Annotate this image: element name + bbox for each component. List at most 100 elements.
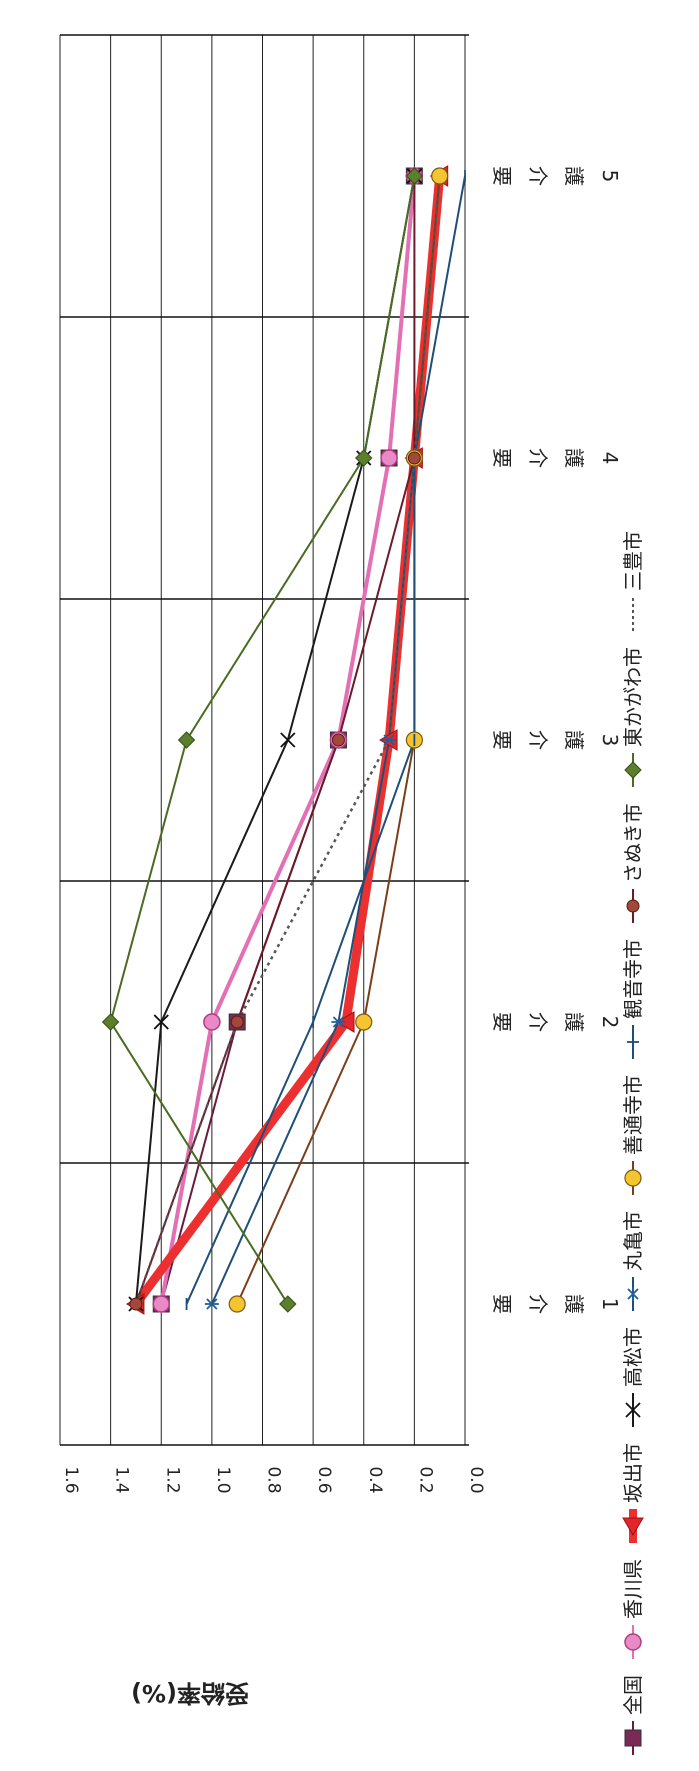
category-label-group: 護 [562, 166, 586, 186]
series-line [210, 175, 441, 1305]
triangle-marker [622, 1517, 644, 1536]
category-label-group: 要 [490, 448, 514, 468]
category-label-char: 要 [490, 1294, 514, 1314]
category-number-group: 2 [598, 1016, 622, 1029]
yellow-circle-marker [228, 1295, 246, 1313]
yellow-circle-marker [624, 1169, 642, 1187]
category-number-group: 4 [598, 452, 622, 465]
asterisk-marker [204, 1298, 219, 1310]
y-tick-label: 0.8 [264, 1466, 284, 1493]
category-label-char: 護 [562, 448, 586, 468]
pink-circle-marker [380, 449, 398, 467]
x-axis-categories: 要介護 1要介護 2要介護 3要介護 4要介護 5 [490, 166, 622, 1314]
y-tick-label: 0.0 [466, 1466, 486, 1493]
category-label-group: 介 [526, 166, 550, 186]
category-label-char: 護 [562, 166, 586, 186]
category-label-char: 要 [490, 448, 514, 468]
category-label-char: 介 [526, 730, 550, 750]
y-axis-label-group: 受給率(%) [131, 1679, 249, 1707]
category-number: 1 [598, 1298, 622, 1311]
category-label-group: 要 [490, 1012, 514, 1032]
category-label-char: 要 [490, 730, 514, 750]
legend-label: さぬき市 [621, 803, 645, 883]
yellow-circle-marker [355, 1013, 373, 1031]
brown-circle-marker [129, 1297, 143, 1311]
category-label-group: 護 [562, 1012, 586, 1032]
category-number: 2 [598, 1016, 622, 1029]
category-number-group: 5 [598, 170, 622, 183]
brown-circle-marker [626, 899, 640, 913]
category-label-group: 介 [526, 730, 550, 750]
pink-circle-marker [624, 1633, 642, 1651]
legend-entry: 観音寺市 [621, 939, 645, 1059]
asterisk-marker [627, 1287, 639, 1301]
asterisk-marker [382, 734, 397, 746]
triangle-marker [336, 1011, 355, 1033]
brown-circle-marker [407, 451, 421, 465]
category-label-char: 要 [490, 166, 514, 186]
y-tick-label: 0.6 [314, 1466, 334, 1493]
y-tick-group: 0.6 [314, 1466, 334, 1493]
legend-entry: 丸亀市 [621, 1211, 645, 1311]
legend-entry: さぬき市 [621, 803, 645, 923]
legend-entry: 善通寺市 [621, 1075, 645, 1195]
pink-circle-marker [152, 1295, 170, 1313]
legend-label: 丸亀市 [621, 1211, 645, 1271]
yellow-circle-marker [431, 167, 449, 185]
legend-label: 観音寺市 [621, 939, 645, 1019]
x-marker [153, 1014, 169, 1030]
y-tick-group: 0.4 [365, 1466, 385, 1493]
category-label-char: 護 [562, 1012, 586, 1032]
y-tick-group: 1.2 [162, 1466, 182, 1493]
category-label-char: 護 [562, 730, 586, 750]
category-number-group: 1 [598, 1298, 622, 1311]
category-number: 4 [598, 452, 622, 465]
asterisk-marker [331, 1016, 346, 1028]
diamond-marker [355, 449, 373, 467]
legend-entry: 東かがわ市 [621, 647, 645, 787]
legend-label: 全国 [621, 1675, 645, 1715]
category-label-group: 護 [562, 1294, 586, 1314]
x-marker [625, 1402, 641, 1418]
y-tick-label: 1.0 [213, 1466, 233, 1493]
legend-label: 香川県 [621, 1559, 645, 1619]
series-markers [101, 165, 466, 1315]
y-tick-group: 0.0 [466, 1466, 486, 1493]
y-tick-label: 0.4 [365, 1466, 385, 1493]
legend-label: 高松市 [621, 1327, 645, 1387]
y-tick-group: 1.4 [112, 1466, 132, 1493]
legend-label: 善通寺市 [621, 1075, 645, 1155]
y-tick-label: 1.6 [61, 1466, 81, 1493]
legend-entry: 全国 [621, 1675, 645, 1755]
legend-entry: 三豊市 [621, 531, 645, 631]
category-label-char: 要 [490, 1012, 514, 1032]
legend-entry: 坂出市 [621, 1443, 645, 1543]
y-axis-label: 受給率(%) [131, 1679, 249, 1707]
legend: 全国 香川県 坂出市 高松市 丸亀市 善通寺市 観音寺市 さぬき市 東かがわ市 三豊市 [621, 531, 645, 1755]
category-label-char: 介 [526, 1294, 550, 1314]
category-label-group: 護 [562, 448, 586, 468]
legend-rotated: 全国 香川県 坂出市 高松市 丸亀市 善通寺市 観音寺市 さぬき市 東かがわ市 三豊市 [621, 531, 645, 1755]
y-tick-group: 1.6 [61, 1466, 81, 1493]
category-label-group: 介 [526, 448, 550, 468]
category-number-group: 3 [598, 734, 622, 747]
diamond-marker [101, 1013, 120, 1031]
legend-entry: 香川県 [621, 1559, 645, 1659]
category-label-group: 介 [526, 1294, 550, 1314]
y-axis-ticks: 0.0 0.2 0.4 0.6 0.8 1.0 1.2 1.4 1.6 [61, 1466, 486, 1493]
legend-label: 三豊市 [621, 531, 645, 591]
category-label-char: 介 [526, 448, 550, 468]
y-tick-group: 0.8 [264, 1466, 284, 1493]
category-label-group: 護 [562, 730, 586, 750]
square-marker [624, 1729, 642, 1747]
category-label-group: 要 [490, 166, 514, 186]
y-tick-label: 0.2 [415, 1466, 435, 1493]
legend-entry: 高松市 [621, 1327, 645, 1427]
legend-label: 坂出市 [621, 1443, 645, 1503]
brown-circle-marker [230, 1015, 244, 1029]
brown-circle-marker [331, 733, 345, 747]
y-tick-group: 0.2 [415, 1466, 435, 1493]
category-number: 3 [598, 734, 622, 747]
series-line [134, 175, 416, 1305]
